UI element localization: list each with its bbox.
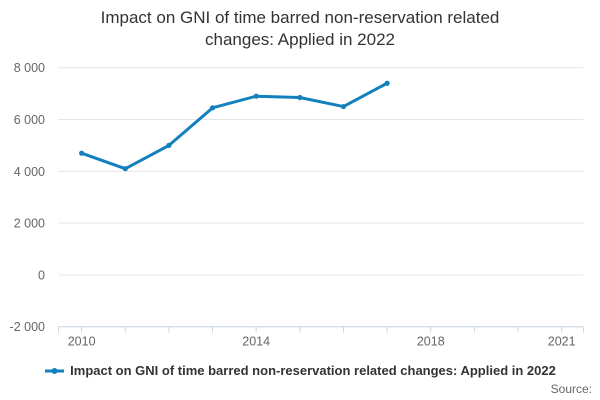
data-point-marker[interactable] <box>166 142 172 148</box>
source-label: Source: <box>550 382 592 396</box>
y-axis-tick-label: 2 000 <box>14 217 45 231</box>
x-axis-tick-label: 2021 <box>548 335 576 349</box>
y-axis-tick-label: 6 000 <box>14 113 45 127</box>
data-point-marker[interactable] <box>79 150 85 156</box>
legend-line-marker-icon <box>45 367 65 374</box>
data-point-marker[interactable] <box>340 103 347 110</box>
y-axis-tick-label: 4 000 <box>14 165 45 179</box>
data-point-marker[interactable] <box>122 166 128 172</box>
series-line <box>80 81 389 171</box>
y-axis-tick-label: 8 000 <box>14 61 45 75</box>
data-point-marker[interactable] <box>253 93 259 99</box>
y-axis-tick-label: -2 000 <box>10 320 45 334</box>
data-point-marker[interactable] <box>209 105 216 111</box>
x-axis-tick-label: 2010 <box>68 335 96 349</box>
data-point-marker[interactable] <box>297 94 303 101</box>
y-axis-tick-label: 0 <box>38 268 45 282</box>
legend-marker-dot <box>51 367 58 374</box>
legend: Impact on GNI of time barred non-reserva… <box>0 363 600 378</box>
legend-label: Impact on GNI of time barred non-reserva… <box>70 363 556 378</box>
x-axis-tick-label: 2014 <box>242 335 270 349</box>
chart-title: Impact on GNI of time barred non-reserva… <box>100 8 500 49</box>
data-point-marker[interactable] <box>384 80 390 86</box>
x-axis-tick-label: 2018 <box>417 335 445 349</box>
legend-item[interactable]: Impact on GNI of time barred non-reserva… <box>44 363 556 378</box>
